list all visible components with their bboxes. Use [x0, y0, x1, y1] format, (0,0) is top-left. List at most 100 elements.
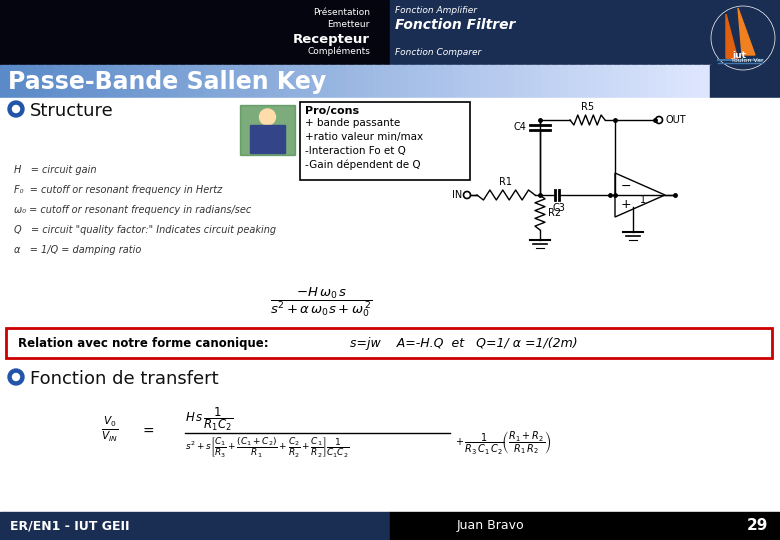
Bar: [222, 65, 232, 98]
Text: −: −: [621, 179, 632, 192]
Bar: [204, 65, 214, 98]
Polygon shape: [726, 14, 738, 60]
Text: C3: C3: [552, 203, 566, 213]
Text: α   = 1/Q = damping ratio: α = 1/Q = damping ratio: [14, 245, 141, 255]
Bar: [550, 65, 560, 98]
Bar: [27, 65, 37, 98]
Text: Compléments: Compléments: [307, 47, 370, 57]
Bar: [275, 65, 285, 98]
Text: -Interaction Fo et Q: -Interaction Fo et Q: [305, 146, 406, 156]
Bar: [195, 65, 205, 98]
Bar: [506, 65, 516, 98]
Bar: [665, 65, 675, 98]
Text: R5: R5: [581, 102, 594, 112]
Text: +: +: [621, 199, 632, 212]
Text: H   = circuit gain: H = circuit gain: [14, 165, 97, 175]
Text: $H\,s\,\dfrac{1}{R_1C_2}$: $H\,s\,\dfrac{1}{R_1C_2}$: [185, 405, 233, 433]
Text: Fonction Filtrer: Fonction Filtrer: [395, 18, 516, 32]
Bar: [435, 65, 445, 98]
Text: +ratio valeur min/max: +ratio valeur min/max: [305, 132, 423, 142]
Bar: [408, 65, 418, 98]
Bar: [657, 65, 667, 98]
Bar: [133, 65, 143, 98]
Bar: [533, 65, 542, 98]
Text: Emetteur: Emetteur: [328, 20, 370, 29]
Bar: [568, 65, 578, 98]
Bar: [240, 105, 295, 155]
Bar: [497, 65, 507, 98]
Bar: [604, 65, 613, 98]
Bar: [36, 65, 45, 98]
Bar: [142, 65, 152, 98]
Bar: [302, 65, 312, 98]
Text: Présentation: Présentation: [313, 8, 370, 17]
Bar: [390, 512, 780, 540]
Bar: [320, 65, 329, 98]
Circle shape: [260, 109, 275, 125]
Text: =: =: [142, 425, 154, 439]
Text: Fonction Comparer: Fonction Comparer: [395, 48, 481, 57]
Text: Toulon Var: Toulon Var: [731, 58, 764, 63]
Bar: [621, 65, 631, 98]
Bar: [124, 65, 134, 98]
Circle shape: [711, 6, 775, 70]
Bar: [559, 65, 569, 98]
Text: F₀  = cutoff or resonant frequency in Hertz: F₀ = cutoff or resonant frequency in Her…: [14, 185, 222, 195]
Text: iut: iut: [732, 51, 746, 60]
Bar: [310, 65, 321, 98]
Bar: [186, 65, 197, 98]
Bar: [630, 65, 640, 98]
Bar: [381, 65, 392, 98]
Text: Juan Bravo: Juan Bravo: [456, 519, 524, 532]
Bar: [0, 65, 10, 98]
Text: 1: 1: [640, 195, 646, 205]
Bar: [648, 65, 658, 98]
Bar: [250, 125, 285, 153]
Bar: [231, 65, 240, 98]
Text: OUT: OUT: [665, 115, 686, 125]
Bar: [399, 65, 410, 98]
Bar: [444, 65, 454, 98]
Bar: [586, 65, 596, 98]
Bar: [239, 65, 250, 98]
Text: Pro/cons: Pro/cons: [305, 106, 359, 116]
Bar: [452, 65, 463, 98]
Bar: [417, 65, 427, 98]
Bar: [249, 65, 258, 98]
Circle shape: [8, 369, 24, 385]
Bar: [683, 65, 693, 98]
Text: $s^2 + s\left[\dfrac{C_1}{R_3} + \dfrac{(C_1+C_2)}{R_1} + \dfrac{C_2}{R_2} + \df: $s^2 + s\left[\dfrac{C_1}{R_3} + \dfrac{…: [185, 435, 349, 459]
Bar: [612, 65, 622, 98]
Text: ω₀ = cutoff or resonant frequency in radians/sec: ω₀ = cutoff or resonant frequency in rad…: [14, 205, 251, 215]
Bar: [523, 65, 534, 98]
Bar: [364, 65, 374, 98]
Bar: [266, 65, 276, 98]
Bar: [639, 65, 649, 98]
Bar: [115, 65, 126, 98]
Bar: [0, 0, 390, 65]
Text: -Gain dépendent de Q: -Gain dépendent de Q: [305, 160, 420, 171]
Text: $\dfrac{-H\,\omega_0\,s}{s^2 + \alpha\,\omega_0 s + \omega_0^{\,2}}$: $\dfrac{-H\,\omega_0\,s}{s^2 + \alpha\,\…: [270, 285, 373, 319]
Text: IN: IN: [452, 190, 462, 200]
Text: R2: R2: [548, 207, 561, 218]
Bar: [284, 65, 294, 98]
Bar: [151, 65, 161, 98]
Bar: [479, 65, 489, 98]
Bar: [701, 65, 711, 98]
Bar: [577, 65, 587, 98]
Bar: [594, 65, 604, 98]
Bar: [0, 512, 390, 540]
Bar: [390, 0, 780, 65]
Bar: [6, 328, 772, 358]
Bar: [292, 65, 303, 98]
Bar: [44, 65, 55, 98]
Bar: [62, 65, 72, 98]
Bar: [693, 65, 702, 98]
Bar: [98, 65, 108, 98]
Bar: [328, 65, 339, 98]
Text: R1: R1: [499, 177, 512, 187]
Text: C4: C4: [513, 122, 526, 132]
Circle shape: [12, 105, 20, 112]
Bar: [53, 65, 63, 98]
Bar: [675, 65, 684, 98]
